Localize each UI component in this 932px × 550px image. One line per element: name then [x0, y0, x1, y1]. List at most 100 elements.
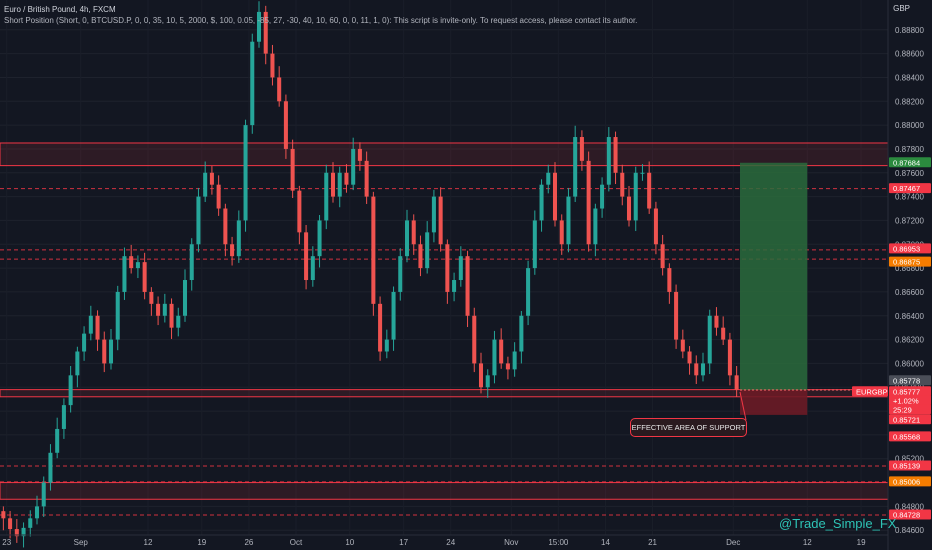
candle [418, 235, 423, 277]
x-tick-label: 19 [857, 538, 866, 547]
candle-body [667, 268, 672, 292]
candle [384, 329, 389, 359]
candle-body [411, 220, 416, 245]
candle [230, 236, 235, 266]
candle [102, 331, 107, 373]
price-axis-label: 0.87684 [889, 157, 931, 168]
callout-arrow [739, 391, 747, 421]
candle-body [499, 339, 504, 364]
candle-body [438, 196, 443, 245]
candle [95, 310, 100, 351]
x-tick-label: 15:00 [548, 538, 569, 547]
x-tick-label: 19 [197, 538, 206, 547]
candle-body [472, 315, 477, 364]
candle [290, 139, 295, 199]
candle [324, 164, 329, 230]
price-label-text: 25:29 [893, 405, 912, 414]
candle-body [122, 256, 127, 292]
candle [108, 328, 114, 370]
candle-body [398, 256, 403, 292]
candle [310, 246, 315, 287]
x-tick-label: 12 [803, 538, 812, 547]
price-label-bg [889, 460, 931, 471]
x-tick-label: Dec [726, 538, 740, 547]
price-label-bg [889, 157, 931, 168]
candle-body [203, 172, 208, 197]
candle-body [573, 137, 578, 197]
candle [8, 510, 13, 539]
candle [189, 238, 194, 291]
candle-body [579, 137, 584, 161]
candle-body [290, 148, 295, 191]
support-callout: EFFECTIVE AREA OF SUPPORT [630, 418, 747, 437]
price-label-bg [889, 414, 931, 425]
price-axis-label: 0.85721 [889, 414, 931, 425]
candle [115, 285, 120, 351]
candle [263, 5, 268, 65]
candle [304, 224, 309, 290]
candle [182, 269, 188, 322]
candle [243, 119, 248, 232]
candle-body [55, 428, 60, 453]
y-tick-label: 0.87400 [895, 193, 924, 202]
price-label-text: 0.87684 [893, 158, 920, 167]
y-tick-label: 0.86600 [895, 288, 924, 297]
candle-body [209, 172, 214, 185]
y-tick-label: 0.88800 [895, 26, 924, 35]
candle-body [250, 41, 255, 126]
candle-body [351, 148, 356, 185]
price-label-bg [889, 395, 931, 406]
price-label-text: +1.02% [893, 396, 919, 405]
candle-body [546, 172, 551, 185]
candle [552, 162, 558, 227]
y-tick-label: 0.87200 [895, 216, 924, 225]
candle [445, 239, 450, 304]
candle [378, 296, 383, 361]
candle [579, 130, 584, 171]
resistance-zone [0, 142, 889, 167]
y-tick-label: 0.85200 [895, 455, 924, 464]
candle-body [532, 220, 537, 269]
candle [28, 510, 33, 537]
candle-body [270, 53, 275, 78]
indicator-legend[interactable]: Short Position (Short, 0, BTCUSD.P, 0, 0… [4, 16, 638, 25]
y-tick-label: 0.88400 [895, 73, 924, 82]
candle-body [552, 172, 558, 221]
candle [41, 476, 46, 518]
candle-body [633, 172, 638, 221]
candle [411, 214, 416, 255]
candle [546, 164, 551, 194]
candle-body [600, 184, 605, 209]
candle [169, 298, 174, 339]
y-tick-label: 0.84600 [895, 526, 924, 535]
candle [707, 309, 712, 375]
candle-body [478, 363, 484, 388]
candle-body [176, 315, 181, 328]
x-tick-label: Sep [74, 538, 89, 547]
candle [371, 191, 376, 316]
candle [667, 263, 672, 304]
candle-body [492, 339, 497, 376]
candle [283, 94, 288, 159]
candle-body [357, 148, 362, 161]
candle-body [330, 172, 336, 197]
price-axis-label: 25:29 [889, 404, 931, 415]
candle-body [680, 339, 685, 352]
candle [142, 252, 147, 300]
candle [391, 286, 396, 351]
candle-body [404, 220, 410, 257]
candle [236, 210, 241, 263]
candle [277, 66, 282, 107]
candle-body [378, 303, 383, 352]
candle [593, 203, 598, 257]
candle [687, 346, 692, 375]
candle [88, 305, 93, 341]
candle-body [142, 262, 147, 292]
candle-body [21, 527, 26, 537]
candle-body [68, 375, 73, 406]
candle-body [391, 291, 396, 340]
candle-body [465, 256, 470, 316]
price-axis-label: 0.85777 [889, 386, 931, 397]
candle [566, 187, 571, 253]
